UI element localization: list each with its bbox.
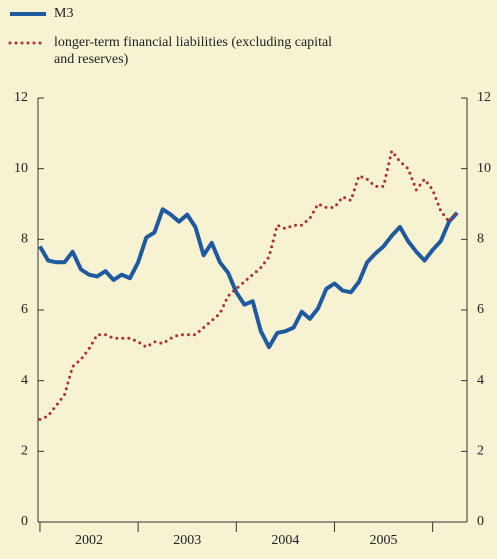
y-tick-label: 0 [21,514,28,529]
series-line [38,207,459,350]
y2-tick-label: 2 [477,444,484,459]
y-tick-label: 8 [21,232,28,247]
y-tick-label: 10 [14,161,28,176]
x-tick-label: 2005 [370,533,398,548]
legend-label: M3 [54,6,73,21]
y2-tick-label: 12 [477,90,491,105]
y-tick-label: 12 [14,90,28,105]
legend-label: longer-term financial liabilities (exclu… [54,35,332,67]
x-tick-label: 2002 [75,533,103,548]
y2-tick-label: 8 [477,232,484,247]
y2-tick-label: 0 [477,514,484,529]
y2-tick-label: 10 [477,161,491,176]
x-tick-label: 2004 [271,533,299,548]
y2-tick-label: 4 [477,373,484,388]
y-tick-label: 6 [21,302,28,317]
y2-tick-label: 6 [477,302,484,317]
x-tick-label: 2003 [173,533,201,548]
y-tick-label: 2 [21,444,28,459]
y-tick-label: 4 [21,373,28,388]
series-line [38,149,459,422]
